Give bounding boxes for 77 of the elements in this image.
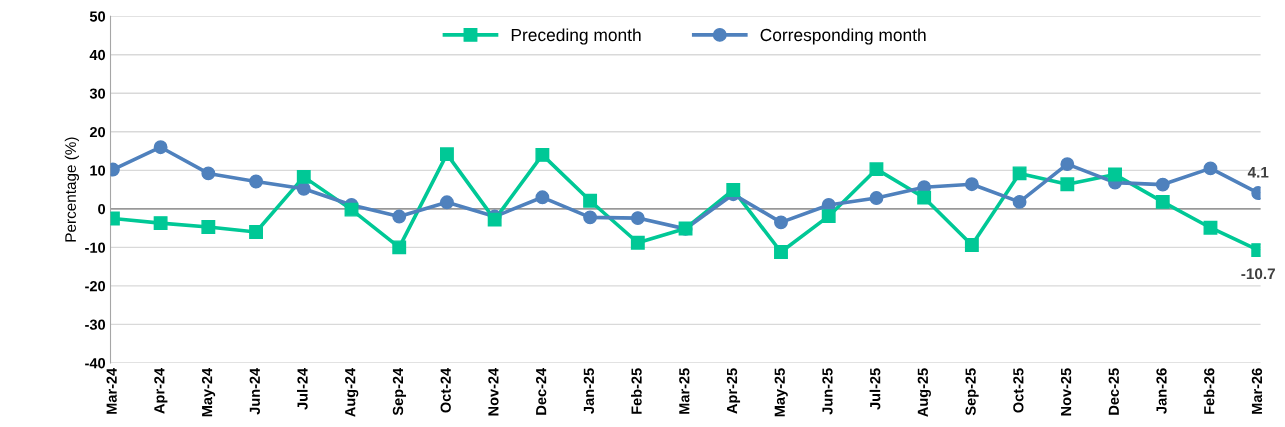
- y-tick-label: -20: [85, 281, 106, 292]
- point: [964, 238, 979, 253]
- x-tick-label: Jul-25: [869, 368, 881, 410]
- point: [249, 225, 264, 239]
- point: [630, 211, 645, 226]
- point: [964, 177, 979, 192]
- y-tick-label: 0: [98, 203, 106, 215]
- x-tick-label: Jun-24: [249, 367, 260, 415]
- point: [153, 216, 168, 231]
- y-tick-label: 20: [89, 126, 106, 138]
- point: [1060, 177, 1075, 192]
- x-tick-label: Sep-24: [392, 367, 407, 416]
- point: [392, 209, 407, 224]
- point: [821, 209, 836, 224]
- y-tick-label: -30: [85, 319, 106, 330]
- x-tick-label: Jul-24: [296, 367, 308, 410]
- x-tick-label: Sep-25: [965, 368, 979, 416]
- point: [535, 190, 550, 205]
- x-tick-label: Feb-25: [631, 368, 642, 414]
- y-tick-label: -40: [85, 358, 106, 369]
- y-tick-label: 30: [89, 88, 106, 99]
- point: [1060, 157, 1075, 172]
- point: [249, 174, 264, 189]
- x-tick-label: Feb-26: [1203, 368, 1215, 414]
- point: [774, 215, 788, 230]
- point: [439, 147, 454, 162]
- legend-label: Preceding month: [511, 28, 641, 45]
- x-tick-label: Dec-24: [535, 367, 547, 415]
- x-tick-label: Oct-25: [1013, 368, 1024, 413]
- legend-label: Corresponding month: [760, 28, 926, 45]
- x-tick-label: May-24: [201, 367, 216, 417]
- point: [392, 240, 407, 255]
- x-tick-label: Dec-25: [1108, 368, 1119, 415]
- x-tick-label: Mar-24: [106, 367, 117, 414]
- x-tick-label: Oct-24: [440, 367, 451, 413]
- y-tick-label: 50: [89, 11, 106, 22]
- point: [1155, 194, 1170, 209]
- x-tick-label: May-25: [774, 368, 788, 417]
- x-tick-label: Apr-24: [154, 367, 168, 414]
- point: [1155, 177, 1170, 192]
- x-tick-label: Jun-25: [822, 368, 833, 415]
- point: [1108, 167, 1122, 182]
- y-tick-label: 10: [90, 165, 106, 176]
- x-tick-label: Jan-26: [1156, 368, 1167, 414]
- point: [583, 193, 598, 208]
- data-label: -10.7: [1241, 268, 1275, 280]
- point: [583, 210, 598, 225]
- x-tick-label: Nov-25: [1060, 368, 1072, 416]
- point: [201, 220, 216, 234]
- point: [296, 181, 311, 196]
- point: [869, 191, 884, 206]
- point: [1012, 166, 1027, 181]
- point: [917, 190, 932, 205]
- x-tick-label: Mar-25: [679, 368, 690, 414]
- point: [630, 235, 645, 250]
- point: [1203, 220, 1218, 235]
- point: [774, 245, 788, 259]
- x-tick-label: Aug-25: [917, 368, 931, 417]
- y-tick-label: 40: [89, 49, 106, 61]
- point: [344, 202, 359, 217]
- point: [1012, 194, 1027, 209]
- point: [1203, 161, 1218, 176]
- x-tick-label: Nov-24: [488, 367, 499, 416]
- y-tick-label: -10: [85, 242, 106, 253]
- x-tick-label: Mar-26: [1251, 368, 1263, 414]
- y-axis-title: Percentage (%): [64, 137, 80, 242]
- point: [296, 169, 311, 184]
- point: [869, 162, 884, 177]
- point: [726, 183, 741, 197]
- data-label: 4.1: [1247, 167, 1269, 178]
- point: [439, 195, 454, 210]
- x-tick-label: Jan-25: [583, 368, 595, 414]
- point: [153, 140, 168, 155]
- x-tick-label: Apr-25: [726, 368, 741, 414]
- point: [535, 147, 550, 162]
- point: [201, 166, 216, 181]
- x-tick-label: Aug-24: [345, 367, 359, 417]
